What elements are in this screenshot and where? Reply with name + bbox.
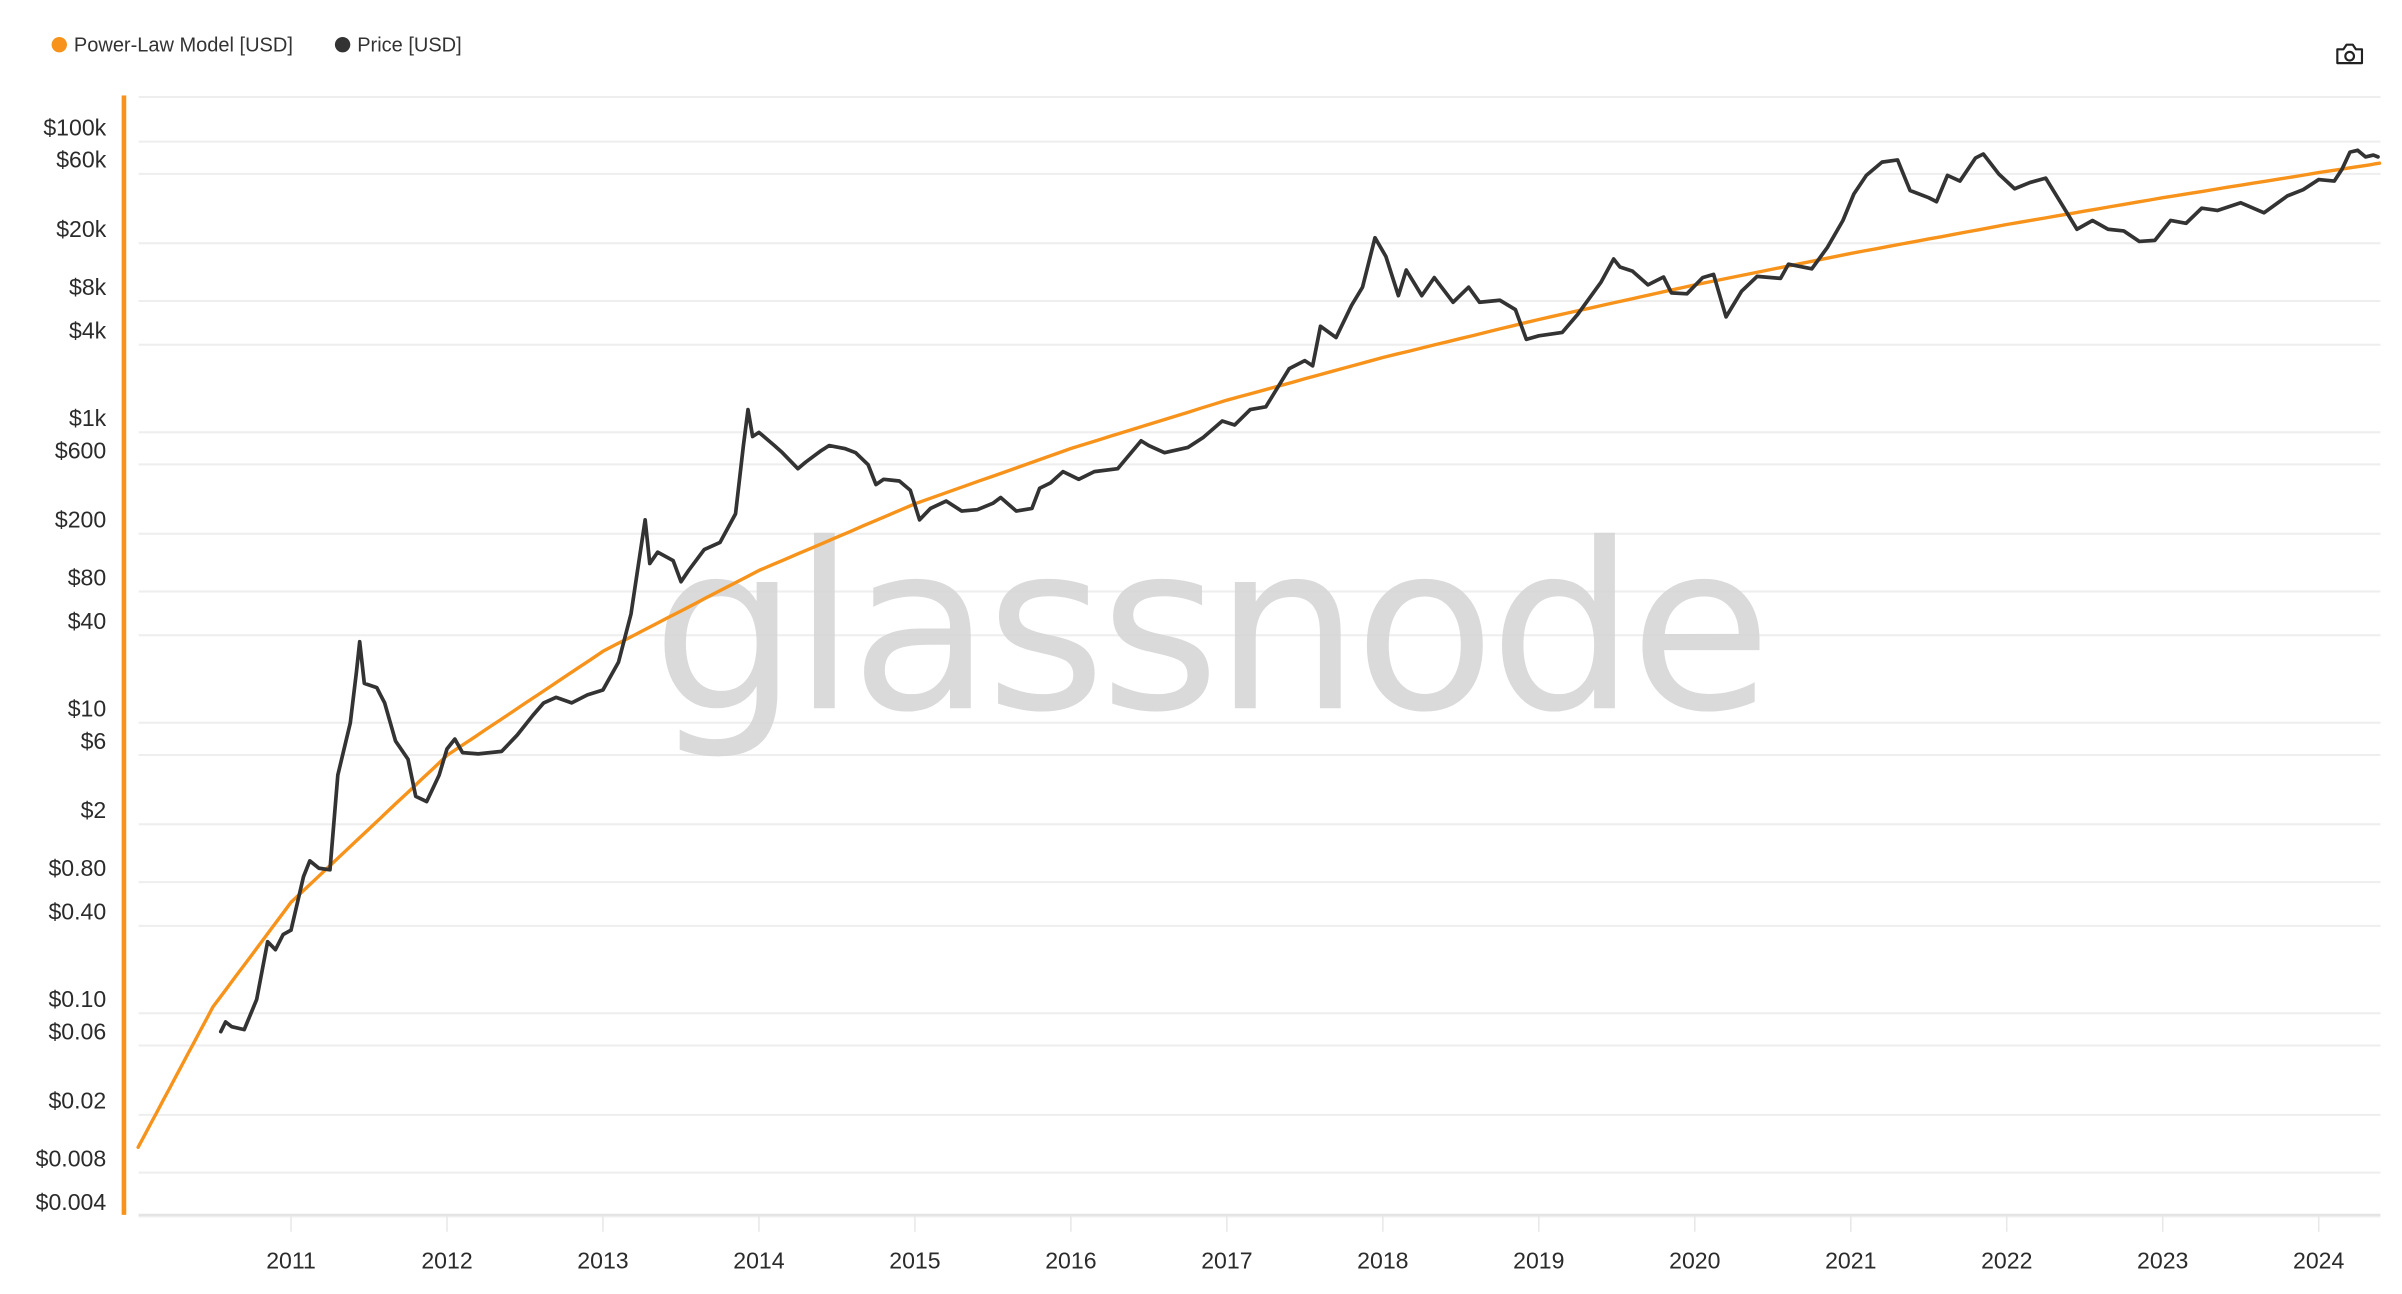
y-tick-label: $60k (56, 147, 107, 173)
x-tick-label: 2017 (1201, 1248, 1252, 1274)
y-tick-label: $8k (69, 274, 107, 300)
y-tick-label: $200 (55, 507, 106, 533)
x-axis-ticks: 2011 2012 2013 2014 2015 2016 2017 2018 2019 2020… (266, 1214, 2345, 1274)
legend-marker-price (334, 36, 351, 53)
x-tick-label: 2022 (1981, 1248, 2032, 1274)
y-tick-label: $0.10 (48, 986, 106, 1012)
legend: Power-Law Model [USD] Price [USD] (51, 35, 462, 57)
y-tick-label: $0.008 (36, 1145, 107, 1171)
watermark: glassnode (652, 495, 1766, 763)
series-layer (136, 148, 2382, 1149)
x-tick-label: 2015 (889, 1248, 940, 1274)
x-tick-label: 2020 (1669, 1248, 1720, 1274)
y-tick-label: $600 (55, 437, 106, 463)
x-tick-label: 2024 (2293, 1248, 2345, 1274)
legend-label-price: Price [USD] (357, 35, 461, 57)
y-tick-label: $4k (69, 318, 107, 344)
x-tick-label: 2016 (1045, 1248, 1096, 1274)
legend-label-power-law: Power-Law Model [USD] (74, 35, 293, 57)
y-tick-label: $0.06 (48, 1018, 106, 1044)
x-tick-label: 2019 (1513, 1248, 1564, 1274)
x-tick-label: 2013 (577, 1248, 628, 1274)
x-tick-label: 2011 (266, 1248, 316, 1274)
x-tick-label: 2021 (1825, 1248, 1876, 1274)
power-law-model-line (136, 161, 2382, 1149)
x-tick-label: 2023 (2137, 1248, 2188, 1274)
y-tick-label: $6 (81, 728, 107, 754)
legend-item-power-law[interactable]: Power-Law Model [USD] (51, 35, 293, 57)
gridlines (138, 96, 2381, 1218)
x-tick-label: 2018 (1357, 1248, 1408, 1274)
y-axis-ticks: $100k $60k $20k $8k $4k $1k $600 $200 $80 $40 $10 $… (36, 114, 107, 1215)
camera-icon[interactable] (2336, 43, 2364, 65)
legend-item-price[interactable]: Price [USD] (334, 35, 462, 57)
y-tick-label: $0.02 (48, 1088, 106, 1114)
y-tick-label: $1k (69, 405, 107, 431)
x-tick-label: 2012 (421, 1248, 472, 1274)
y-tick-label: $10 (68, 696, 107, 722)
y-tick-label: $2 (81, 797, 107, 823)
price-line (218, 148, 2380, 1034)
x-tick-label: 2014 (733, 1248, 785, 1274)
y-tick-label: $80 (68, 564, 107, 590)
y-tick-label: $0.40 (48, 899, 106, 925)
y-axis-line (121, 95, 127, 1215)
y-tick-label: $0.80 (48, 855, 106, 881)
y-tick-label: $40 (68, 608, 107, 634)
y-tick-label: $100k (43, 114, 106, 140)
legend-marker-power-law (51, 36, 67, 53)
y-tick-label: $20k (56, 216, 107, 242)
y-tick-label: $0.004 (36, 1189, 107, 1215)
